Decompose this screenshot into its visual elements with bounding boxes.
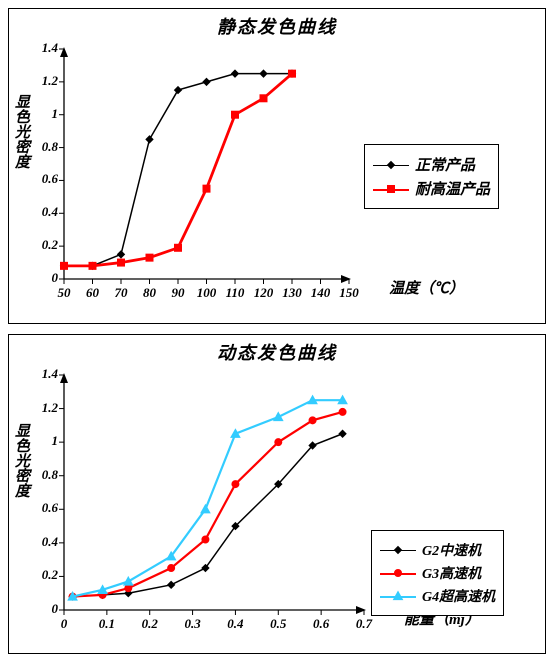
legend-label: 正常产品 <box>415 154 475 175</box>
chart2-body: 显色光密度 能量（mj） G2中速机G3高速机G4超高速机 00.20.40.6… <box>9 365 545 651</box>
ytick-label: 0.2 <box>24 567 58 583</box>
chart2-svg <box>9 365 389 651</box>
ytick-label: 0 <box>24 601 58 617</box>
legend-row: 耐高温产品 <box>373 178 490 199</box>
ytick-label: 0.8 <box>24 139 58 155</box>
legend-swatch <box>373 183 409 195</box>
xtick-label: 0 <box>46 616 82 632</box>
legend-row: G4超高速机 <box>380 586 495 606</box>
ytick-label: 0.4 <box>24 204 58 220</box>
ytick-label: 0.6 <box>24 171 58 187</box>
ytick-label: 1.4 <box>24 40 58 56</box>
chart1-svg <box>9 39 374 321</box>
ytick-label: 1.2 <box>24 400 58 416</box>
chart2-title: 动态发色曲线 <box>9 335 545 365</box>
legend-swatch <box>380 544 416 556</box>
ytick-label: 0.4 <box>24 534 58 550</box>
static-curve-panel: 静态发色曲线 显色光密度 温度（℃） 正常产品耐高温产品 00.20.40.60… <box>8 8 546 324</box>
legend-row: 正常产品 <box>373 154 490 175</box>
legend-label: G3高速机 <box>422 563 481 583</box>
legend-swatch <box>380 590 416 602</box>
ytick-label: 0.2 <box>24 237 58 253</box>
xtick-label: 150 <box>331 285 367 301</box>
legend-row: G2中速机 <box>380 540 495 560</box>
chart1-body: 显色光密度 温度（℃） 正常产品耐高温产品 00.20.40.60.811.21… <box>9 39 545 321</box>
legend-row: G3高速机 <box>380 563 495 583</box>
ytick-label: 1 <box>24 106 58 122</box>
legend-label: G4超高速机 <box>422 586 495 606</box>
legend-swatch <box>373 159 409 171</box>
xtick-label: 0.2 <box>132 616 168 632</box>
xtick-label: 0.5 <box>260 616 296 632</box>
xtick-label: 0.1 <box>89 616 125 632</box>
chart1-xlabel: 温度（℃） <box>389 277 464 298</box>
ytick-label: 1 <box>24 433 58 449</box>
xtick-label: 0.3 <box>175 616 211 632</box>
legend-label: 耐高温产品 <box>415 178 490 199</box>
ytick-label: 1.4 <box>24 366 58 382</box>
xtick-label: 0.7 <box>346 616 382 632</box>
legend-swatch <box>380 567 416 579</box>
xtick-label: 0.4 <box>217 616 253 632</box>
chart1-legend: 正常产品耐高温产品 <box>364 144 499 209</box>
legend-label: G2中速机 <box>422 540 481 560</box>
chart2-legend: G2中速机 G3高速机 G4超高速机 <box>371 530 504 616</box>
ytick-label: 0.8 <box>24 467 58 483</box>
ytick-label: 0 <box>24 270 58 286</box>
xtick-label: 0.6 <box>303 616 339 632</box>
chart1-title: 静态发色曲线 <box>9 9 545 39</box>
ytick-label: 1.2 <box>24 73 58 89</box>
dynamic-curve-panel: 动态发色曲线 显色光密度 能量（mj） G2中速机G3高速机G4超高速机 00.… <box>8 334 546 654</box>
ytick-label: 0.6 <box>24 500 58 516</box>
